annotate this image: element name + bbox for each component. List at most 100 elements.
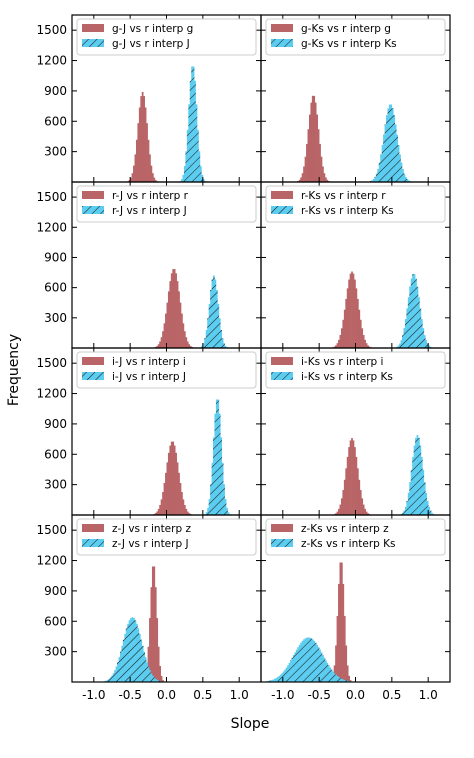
histogram-bar [223, 484, 225, 515]
histogram-bar [343, 479, 346, 515]
histogram-bar [362, 335, 365, 348]
histogram-bar [413, 274, 416, 348]
histogram-bar [183, 505, 186, 515]
legend-swatch [82, 191, 104, 199]
histogram-bar [202, 179, 205, 182]
legend-swatch [271, 191, 293, 199]
histogram-bar [403, 328, 406, 348]
histogram-bar [291, 657, 294, 682]
histogram-bar [339, 562, 342, 682]
legend-swatch [82, 357, 104, 365]
histogram-bar [317, 129, 320, 182]
histogram-bar [310, 638, 313, 682]
histogram-bar [316, 114, 318, 182]
histogram-bar [365, 343, 368, 348]
x-tick-label: -0.5 [118, 688, 141, 702]
histogram-bar [138, 107, 141, 182]
y-tick-label: 600 [44, 614, 67, 628]
histogram-bar [160, 676, 163, 682]
x-tick-label: -1.0 [82, 688, 105, 702]
legend-label: i-J vs r interp J [112, 371, 186, 383]
histogram-bar [211, 279, 214, 348]
histogram-bar [211, 462, 214, 515]
histogram-bar [348, 675, 350, 682]
histogram-bar [340, 678, 343, 682]
histogram-bar [207, 318, 209, 348]
histogram-bar [147, 666, 150, 682]
histogram-bar [340, 562, 343, 682]
y-tick-label: 1200 [36, 554, 67, 568]
histogram-bar [378, 162, 381, 182]
histogram-bar [380, 154, 382, 182]
histogram-bar [400, 340, 403, 348]
histogram-bar [194, 80, 196, 182]
histogram-bar [326, 662, 329, 682]
histogram-bar [185, 508, 188, 515]
histogram-bar [419, 445, 422, 515]
histogram-bar [314, 642, 317, 682]
series-g-J-0 [127, 91, 159, 182]
histogram-bar [198, 151, 201, 182]
histogram-bar [173, 269, 176, 348]
histogram-bar [349, 440, 352, 515]
legend-swatch [271, 24, 293, 32]
histogram-bar [304, 638, 307, 682]
series-i-Ks-1 [399, 435, 436, 515]
histogram-bar [149, 154, 151, 182]
y-tick-label: 900 [44, 84, 67, 98]
histogram-bar [403, 173, 406, 182]
histogram-bar [121, 645, 124, 682]
histogram-bar [319, 143, 321, 182]
legend-label: i-J vs r interp i [112, 356, 186, 368]
x-tick-label: 0.5 [193, 688, 212, 702]
histogram-bar [311, 95, 314, 182]
histogram-bar [307, 637, 310, 682]
histogram-bar [349, 680, 352, 682]
histogram-bar [348, 447, 350, 515]
histogram-bar [412, 274, 414, 348]
histogram-bar [372, 179, 375, 182]
histogram-bar [418, 297, 420, 348]
y-axis-label: Frequency [6, 334, 22, 406]
histogram-bar [169, 281, 172, 348]
histogram-bar [322, 654, 324, 682]
histogram-bar [406, 179, 409, 182]
histogram-bar [342, 490, 345, 515]
histogram-bar [208, 304, 211, 348]
legend-g-J: g-J vs r interp g g-J vs r interp J [76, 18, 257, 56]
y-tick-label: 1200 [36, 220, 67, 234]
histogram-bar [128, 180, 131, 182]
histogram-bar [189, 80, 192, 182]
histogram-bar [135, 139, 138, 182]
histogram-bar [415, 278, 417, 348]
histogram-bar [156, 511, 159, 515]
histogram-bar [415, 437, 417, 515]
histogram-bar [150, 165, 153, 182]
histogram-bar [355, 456, 358, 515]
histogram-bar [287, 665, 289, 682]
legend-box [265, 518, 446, 556]
histogram-bar [362, 504, 365, 515]
legend-swatch [271, 357, 293, 365]
histogram-bar [384, 124, 387, 182]
series-g-Ks-1 [368, 104, 413, 182]
histogram-bar [306, 637, 308, 682]
histogram-bar [220, 329, 223, 348]
histogram-bar [157, 646, 160, 682]
histogram-bar [215, 290, 218, 348]
series-z-Ks-1 [263, 637, 353, 682]
histogram-bar [306, 143, 308, 182]
histogram-bar [412, 456, 414, 515]
series-r-Ks-0 [332, 271, 372, 348]
histogram-bar [165, 472, 167, 515]
histogram-bar [170, 273, 173, 348]
histogram-bar [374, 176, 377, 182]
histogram-bar [160, 337, 163, 348]
histogram-bar [210, 484, 212, 515]
histogram-bar [397, 345, 400, 348]
x-tick-label: 1.0 [419, 688, 438, 702]
histogram-bar [274, 678, 276, 682]
histogram-bar [343, 309, 346, 348]
histogram-bar [186, 511, 189, 515]
histogram-bar [149, 618, 151, 682]
